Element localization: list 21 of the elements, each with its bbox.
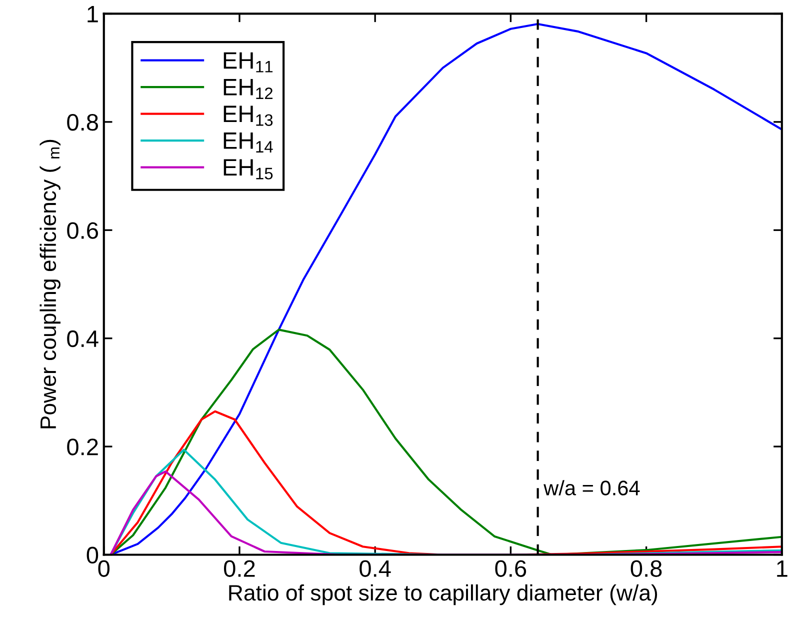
x-tick-label: 0 xyxy=(98,560,110,577)
y-tick-label: 0.8 xyxy=(67,114,98,131)
x-tick-label: 0.4 xyxy=(360,560,391,577)
x-axis-title: Ratio of spot size to capillary diameter (w/a) xyxy=(229,584,658,606)
y-tick-label: 1 xyxy=(88,6,98,22)
x-tick-label: 1 xyxy=(777,560,788,577)
y-tick-label: 0 xyxy=(86,546,98,564)
y-axis-title: Power coupling efficiency ( $_{m}$) xyxy=(40,140,60,428)
legend-label: EH$_{13}$ xyxy=(224,106,273,126)
legend-label: EH$_{15}$ xyxy=(224,159,273,180)
x-tick-label: 0.2 xyxy=(224,560,255,577)
legend-label: EH$_{14}$ xyxy=(224,132,273,153)
y-tick-label: 0.2 xyxy=(67,438,98,456)
y-tick-label: 0.4 xyxy=(67,330,98,348)
y-tick-label: 0.6 xyxy=(67,222,98,239)
line-series xyxy=(110,410,782,555)
legend-label: EH$_{11}$ xyxy=(224,52,273,72)
legend-label: EH$_{12}$ xyxy=(224,79,273,100)
ref-line-label: w/a = 0.64 xyxy=(544,480,640,496)
x-tick-label: 0.6 xyxy=(495,560,526,577)
x-tick-label: 0.8 xyxy=(630,560,662,577)
